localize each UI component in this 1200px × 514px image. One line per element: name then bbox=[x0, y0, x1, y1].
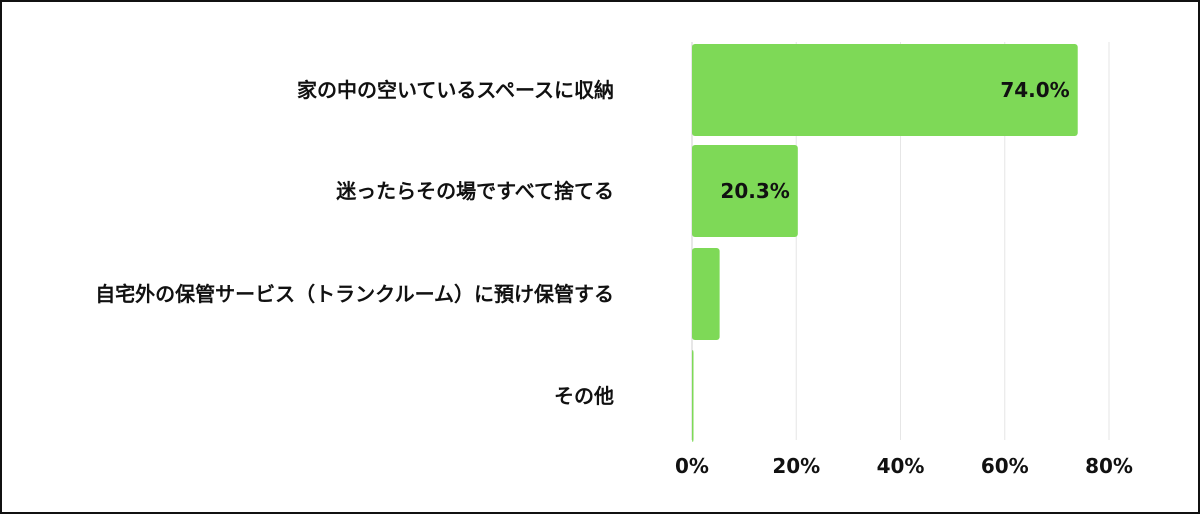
x-tick-label: 60% bbox=[981, 454, 1029, 478]
x-tick-label: 20% bbox=[772, 454, 820, 478]
x-tick-label: 40% bbox=[877, 454, 925, 478]
bar bbox=[692, 350, 694, 442]
data-label: 20.3% bbox=[720, 179, 789, 203]
bar bbox=[692, 145, 798, 237]
bar bbox=[692, 248, 720, 340]
category-label: 自宅外の保管サービス（トランクルーム）に預け保管する bbox=[95, 282, 614, 306]
data-label: 74.0% bbox=[1000, 78, 1069, 102]
bar bbox=[692, 44, 1078, 136]
x-tick-label: 0% bbox=[675, 454, 709, 478]
category-label: 迷ったらその場ですべて捨てる bbox=[335, 179, 614, 203]
category-label: その他 bbox=[554, 384, 614, 408]
category-label: 家の中の空いているスペースに収納 bbox=[297, 78, 614, 102]
x-tick-label: 80% bbox=[1085, 454, 1133, 478]
